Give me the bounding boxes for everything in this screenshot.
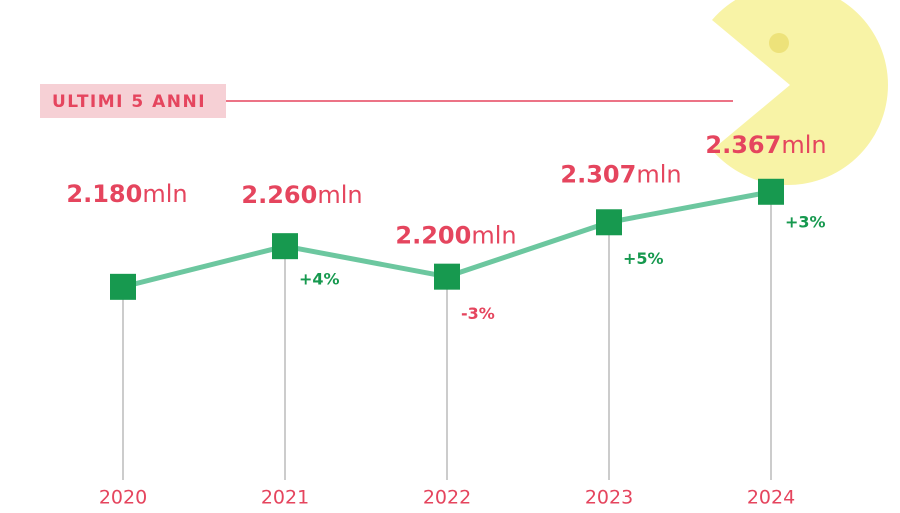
value-unit: mln: [471, 222, 516, 250]
value-unit: mln: [317, 181, 362, 209]
change-label: +3%: [785, 212, 826, 231]
change-label: -3%: [461, 304, 495, 323]
value-unit: mln: [636, 160, 681, 188]
value-number: 2.307: [560, 160, 636, 188]
marker: [272, 233, 298, 260]
marker: [758, 178, 784, 205]
value-label: 2.200mln: [395, 222, 516, 250]
x-tick-label: 2021: [261, 487, 309, 509]
marker: [596, 209, 622, 236]
value-number: 2.180: [66, 180, 142, 208]
marker: [110, 273, 136, 300]
change-label: +4%: [299, 270, 340, 289]
value-label: 2.307mln: [560, 160, 681, 188]
x-tick-label: 2022: [423, 487, 471, 509]
value-number: 2.260: [241, 181, 317, 209]
pacman-eye: [769, 33, 789, 53]
title-badge: [40, 84, 226, 118]
change-label: +5%: [623, 249, 664, 268]
value-number: 2.200: [395, 222, 471, 250]
x-tick-label: 2023: [585, 487, 633, 509]
value-label: 2.180mln: [66, 180, 187, 208]
value-label: 2.260mln: [241, 181, 362, 209]
pacman-body: [712, 0, 888, 185]
x-tick-label: 2024: [747, 487, 795, 509]
value-unit: mln: [781, 131, 826, 159]
marker: [434, 263, 460, 290]
value-number: 2.367: [705, 131, 781, 159]
chart-title: ULTIMI 5 ANNI: [52, 92, 206, 112]
value-unit: mln: [142, 180, 187, 208]
x-tick-label: 2020: [99, 487, 147, 509]
pacman: [712, 0, 888, 185]
value-label: 2.367mln: [705, 131, 826, 159]
